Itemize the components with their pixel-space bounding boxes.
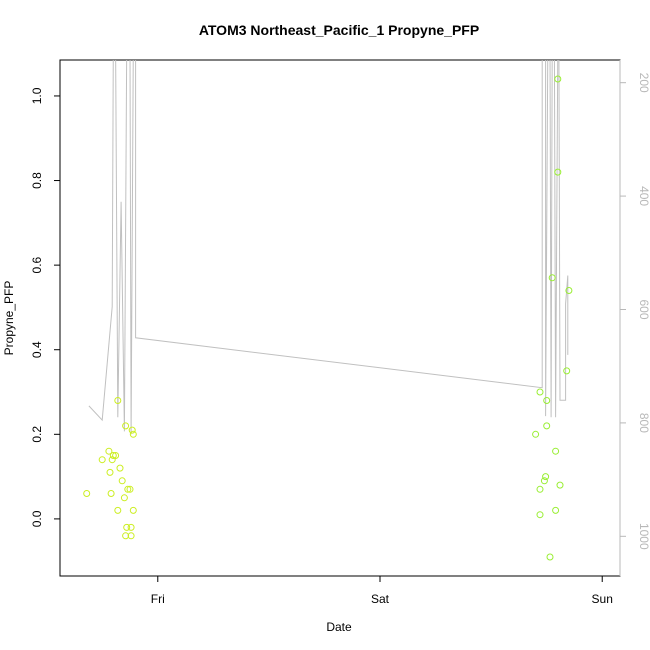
data-point [540, 477, 548, 485]
data-point [128, 426, 136, 434]
y-tick-label: 0.8 [30, 172, 44, 189]
data-point [552, 447, 560, 455]
points-layer [83, 75, 573, 561]
chart-title: ATOM3 Northeast_Pacific_1 Propyne_PFP [199, 22, 479, 38]
data-point [126, 485, 134, 493]
data-point [546, 553, 554, 561]
data-point [565, 287, 573, 294]
data-point [543, 422, 551, 430]
data-point [543, 397, 551, 404]
y-axis-label: Propyne_PFP [2, 281, 16, 356]
data-point [552, 506, 560, 514]
data-point [109, 452, 117, 459]
data-point [108, 456, 116, 464]
data-point [563, 367, 571, 375]
data-point [118, 477, 126, 485]
y-tick-label: 0.6 [30, 256, 44, 273]
data-point [122, 422, 130, 430]
x-axis: FriSatSunMon [151, 576, 613, 606]
data-point [536, 511, 544, 519]
data-point [107, 490, 115, 497]
data-point [120, 494, 128, 502]
data-point [114, 397, 122, 404]
y-tick-label: 0.2 [30, 426, 44, 443]
data-point [83, 490, 91, 497]
data-point [532, 430, 540, 438]
data-point [98, 456, 106, 464]
data-point [129, 506, 137, 514]
data-point [116, 464, 124, 472]
data-point [123, 523, 131, 531]
y-axis: 0.0 0.2 0.4 0.6 0.8 1.0 [30, 87, 60, 527]
data-point [556, 481, 564, 489]
profile-line [88, 60, 569, 435]
data-point [554, 168, 562, 176]
data-point [124, 485, 132, 493]
data-point [127, 532, 135, 540]
right-tick-label: 400 [637, 186, 650, 206]
data-point [106, 468, 114, 476]
right-tick-label: 1000 [637, 523, 650, 550]
plot-frame [59, 59, 621, 577]
right-tick-label: 200 [637, 73, 650, 93]
y-tick-label: 0.0 [30, 510, 44, 527]
data-point [554, 75, 562, 83]
right-tick-label: 600 [637, 299, 650, 319]
data-point [542, 473, 550, 481]
profile-line-layer [88, 60, 569, 435]
x-tick-label: Sat [371, 592, 390, 606]
data-point [129, 430, 137, 438]
y-tick-label: 1.0 [30, 87, 44, 104]
data-point [536, 485, 544, 493]
data-point [536, 388, 544, 396]
x-tick-label: Sun [592, 592, 613, 606]
data-point [548, 274, 556, 282]
data-point [127, 523, 135, 531]
right-tick-label: 800 [637, 413, 650, 433]
data-point [114, 506, 122, 514]
data-point [105, 447, 113, 455]
x-tick-label: Fri [151, 592, 165, 606]
y-tick-label: 0.4 [30, 341, 44, 358]
right-axis: 200 400 600 800 1000 [619, 60, 650, 576]
data-point [112, 452, 120, 459]
x-axis-label: Date [326, 620, 352, 634]
